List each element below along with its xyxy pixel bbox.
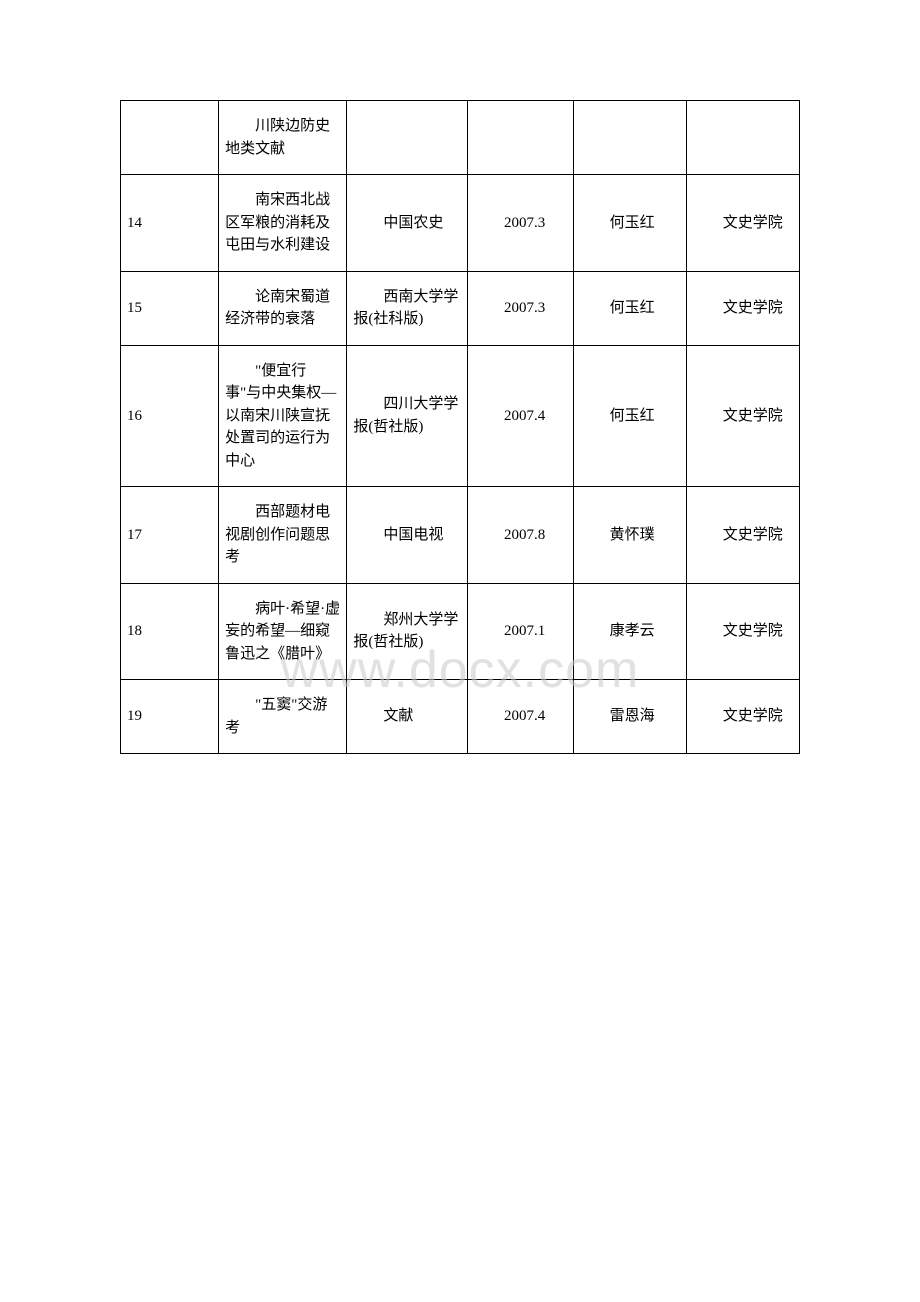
cell-department: 文史学院 xyxy=(686,271,799,345)
cell-author xyxy=(573,101,686,175)
cell-index: 18 xyxy=(121,583,219,680)
table-row: 17西部题材电视剧创作问题思考中国电视2007.8黄怀璞文史学院 xyxy=(121,487,800,584)
cell-journal: 中国电视 xyxy=(347,487,468,584)
cell-author: 黄怀璞 xyxy=(573,487,686,584)
cell-journal: 四川大学学报(哲社版) xyxy=(347,345,468,487)
cell-index: 14 xyxy=(121,175,219,272)
cell-journal xyxy=(347,101,468,175)
cell-author: 何玉红 xyxy=(573,345,686,487)
cell-date: 2007.3 xyxy=(468,175,574,272)
cell-journal: 西南大学学报(社科版) xyxy=(347,271,468,345)
cell-department xyxy=(686,101,799,175)
cell-department: 文史学院 xyxy=(686,583,799,680)
cell-index: 16 xyxy=(121,345,219,487)
cell-author: 雷恩海 xyxy=(573,680,686,754)
cell-author: 康孝云 xyxy=(573,583,686,680)
publication-table: 川陕边防史地类文献14南宋西北战区军粮的消耗及屯田与水利建设中国农史2007.3… xyxy=(120,100,800,754)
cell-date: 2007.4 xyxy=(468,345,574,487)
cell-index xyxy=(121,101,219,175)
cell-title: "便宜行事"与中央集权—以南宋川陕宣抚处置司的运行为中心 xyxy=(219,345,347,487)
cell-department: 文史学院 xyxy=(686,487,799,584)
cell-journal: 文献 xyxy=(347,680,468,754)
cell-journal: 中国农史 xyxy=(347,175,468,272)
cell-title: 论南宋蜀道经济带的衰落 xyxy=(219,271,347,345)
table-row: 15论南宋蜀道经济带的衰落西南大学学报(社科版)2007.3何玉红文史学院 xyxy=(121,271,800,345)
table-row: 19"五窦"交游考文献2007.4雷恩海文史学院 xyxy=(121,680,800,754)
table-row: 14南宋西北战区军粮的消耗及屯田与水利建设中国农史2007.3何玉红文史学院 xyxy=(121,175,800,272)
cell-date: 2007.8 xyxy=(468,487,574,584)
cell-department: 文史学院 xyxy=(686,345,799,487)
cell-date: 2007.1 xyxy=(468,583,574,680)
cell-index: 19 xyxy=(121,680,219,754)
cell-date: 2007.3 xyxy=(468,271,574,345)
cell-department: 文史学院 xyxy=(686,680,799,754)
cell-title: 川陕边防史地类文献 xyxy=(219,101,347,175)
table-row: 18病叶·希望·虚妄的希望—细窥鲁迅之《腊叶》郑州大学学报(哲社版)2007.1… xyxy=(121,583,800,680)
table-row: 16"便宜行事"与中央集权—以南宋川陕宣抚处置司的运行为中心四川大学学报(哲社版… xyxy=(121,345,800,487)
cell-journal: 郑州大学学报(哲社版) xyxy=(347,583,468,680)
cell-title: 病叶·希望·虚妄的希望—细窥鲁迅之《腊叶》 xyxy=(219,583,347,680)
cell-title: 南宋西北战区军粮的消耗及屯田与水利建设 xyxy=(219,175,347,272)
cell-author: 何玉红 xyxy=(573,175,686,272)
cell-author: 何玉红 xyxy=(573,271,686,345)
cell-date xyxy=(468,101,574,175)
cell-department: 文史学院 xyxy=(686,175,799,272)
cell-date: 2007.4 xyxy=(468,680,574,754)
cell-index: 15 xyxy=(121,271,219,345)
cell-title: 西部题材电视剧创作问题思考 xyxy=(219,487,347,584)
cell-index: 17 xyxy=(121,487,219,584)
table-row: 川陕边防史地类文献 xyxy=(121,101,800,175)
cell-title: "五窦"交游考 xyxy=(219,680,347,754)
